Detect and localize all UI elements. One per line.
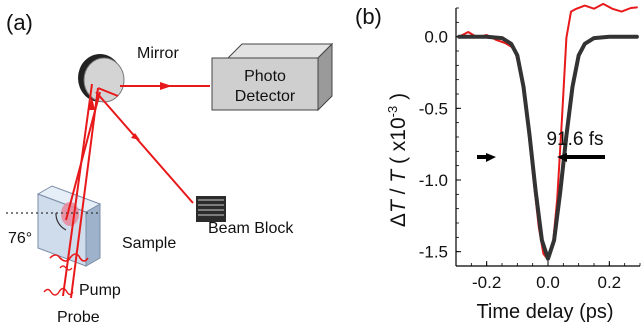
panel-b: (b) ΔT / T ( x10-3 ) 0.0 -0.5 -1.0 -1.5 -0.2…: [355, 2, 641, 323]
sample-plate: [36, 185, 102, 267]
fit-series-line: [457, 34, 639, 261]
mirror-label: Mirror: [137, 45, 179, 62]
y-tick-label: -1.0: [419, 171, 448, 190]
incidence-angle-arc: [55, 212, 67, 231]
y-tick-label: 0.0: [424, 28, 448, 47]
chart: 0.0 -0.5 -1.0 -1.5 -0.2 0.0 0.2: [419, 2, 641, 292]
panel-a-label: (a): [6, 10, 33, 35]
photo-detector-box: [211, 42, 334, 112]
photo-detector-label-2: Detector: [235, 88, 296, 105]
beam-arrows: [88, 82, 172, 140]
fwhm-label: 91.6 fs: [546, 129, 603, 150]
panel-a: (a) Photo Detector Mirror 76°: [6, 10, 334, 326]
x-axis-title: Time delay (ps): [476, 301, 613, 323]
beam-block-label: Beam Block: [208, 220, 294, 237]
x-tick-label: -0.2: [472, 273, 501, 292]
probe-label: Probe: [57, 309, 100, 326]
angle-label: 76°: [8, 230, 32, 247]
probe-pulse-icon: [43, 287, 74, 296]
pump-label: Pump: [79, 282, 121, 299]
y-axis-title: ΔT / T ( x10-3 ): [385, 93, 410, 227]
x-tick-label: 0.2: [598, 273, 622, 292]
pump-pulse-icon: [49, 253, 89, 262]
y-tick-label: -1.5: [419, 243, 448, 262]
pulse-icon: [59, 265, 73, 271]
x-tick-label: 0.0: [536, 273, 560, 292]
fwhm-arrows: [477, 153, 605, 162]
beam-block: [196, 196, 226, 222]
sample-label: Sample: [122, 235, 176, 252]
photo-detector-label-1: Photo: [244, 68, 286, 85]
y-tick-label: -0.5: [419, 99, 448, 118]
panel-b-label: (b): [355, 4, 382, 29]
mirror: [78, 54, 125, 103]
